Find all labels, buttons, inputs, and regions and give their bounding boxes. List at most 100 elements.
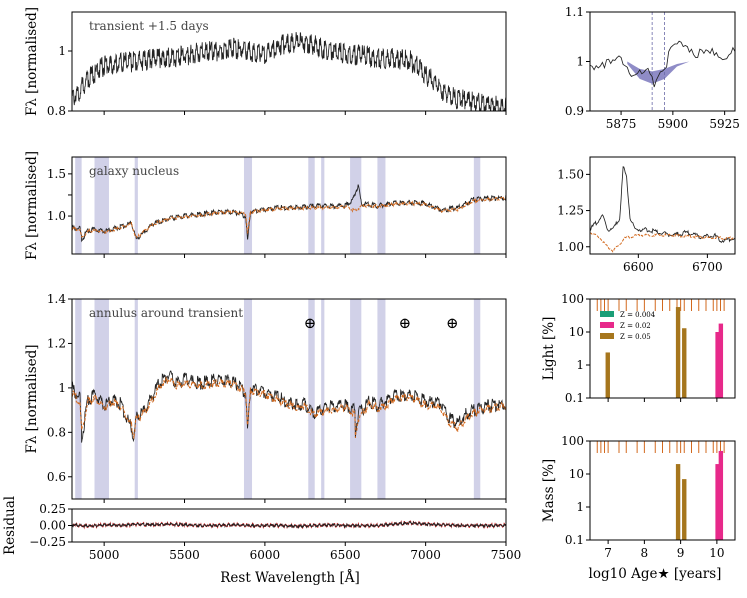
y-tick-label-1: 1 [58, 44, 66, 58]
age-bar-0 [605, 352, 610, 398]
y-tick-label-4: 1.4 [47, 292, 66, 306]
x-axis-label: Rest Wavelength [Å] [220, 570, 360, 586]
residual-line [72, 520, 506, 530]
y-tick-label-2: 0.25 [39, 502, 66, 516]
legend-label-0: Z = 0.004 [620, 311, 656, 319]
y-tick-label-1: 0.8 [47, 425, 66, 439]
age-bar-3 [715, 332, 720, 398]
masked-band-8 [473, 299, 481, 499]
x-tick-label-0: 5875 [606, 117, 637, 131]
masked-band-6 [350, 157, 362, 254]
y-tick-label-1: 1.25 [557, 204, 584, 218]
age-bar-3 [718, 450, 724, 540]
y-tick-label-2: 1 [58, 381, 66, 395]
legend-label-2: Z = 0.05 [620, 333, 651, 341]
y-axis-label: Fλ [normalised] [24, 151, 40, 260]
x-tick-label-0: 6600 [623, 260, 654, 274]
y-tick-label-0: −0.25 [29, 535, 66, 549]
x-tick-label-3: 6500 [330, 548, 361, 562]
na-id-model-band [627, 61, 690, 84]
legend-swatch-2 [600, 333, 614, 339]
plot-area [72, 509, 506, 530]
x-tick-label-2: 9 [677, 546, 685, 560]
x-tick-label-4: 7000 [410, 548, 441, 562]
x-tick-label-2: 6000 [250, 548, 281, 562]
panel-title: annulus around transient [89, 306, 243, 320]
age-bar-0 [675, 464, 681, 540]
panel-transient-zoom: 0.9 1 1.1 5875 5900 5925 [565, 5, 740, 131]
telluric-marker-0: ⊕ [304, 314, 317, 332]
plot-area [590, 166, 735, 253]
age-axis-label: log10 Age★ [years] [589, 566, 722, 582]
y-tick-label-0: 1.00 [557, 240, 584, 254]
panel-title: galaxy nucleus [89, 164, 179, 178]
plot-area [596, 299, 725, 398]
age-bar-1 [682, 479, 687, 540]
masked-band-8 [473, 157, 481, 254]
legend: Z = 0.004 Z = 0.02 Z = 0.05 [600, 311, 656, 341]
annulus-model-line [72, 376, 506, 439]
panel-light: Z = 0.004 Z = 0.02 Z = 0.05 0.1 1 10 100 Light … [541, 292, 736, 405]
masked-band-3 [243, 299, 253, 499]
y-tick-label-0: 0.6 [47, 470, 66, 484]
x-tick-label-0: 7 [604, 546, 612, 560]
y-tick-label-2: 10 [569, 325, 584, 339]
plot-area [72, 157, 506, 254]
x-tick-label-2: 5925 [709, 117, 740, 131]
nucleus_zoom-observed-line [590, 166, 735, 244]
y-tick-label-2: 1.5 [47, 167, 66, 181]
legend-label-1: Z = 0.02 [620, 322, 651, 330]
plot-area [590, 12, 735, 111]
y-tick-label-0: 1.0 [47, 209, 66, 223]
x-tick-label-0: 5000 [89, 548, 120, 562]
transient-spectrum-line [72, 32, 506, 111]
y-tick-label-2: 1.1 [565, 5, 584, 19]
nucleus_zoom-model-line [590, 232, 735, 253]
age-bar-2 [715, 464, 720, 540]
x-tick-label-1: 5900 [658, 117, 689, 131]
axes-frame [71, 298, 507, 500]
axes-frame [589, 440, 736, 541]
panel-annulus: ⊕ ⊕ ⊕ 0.6 0.8 1 1.2 1.4 Fλ [normalised] annulus a… [24, 292, 507, 503]
x-tick-label-5: 7500 [491, 548, 522, 562]
y-axis-label: Residual [2, 496, 18, 555]
y-tick-label-0: 0.1 [565, 533, 584, 547]
x-tick-label-1: 6700 [692, 260, 723, 274]
x-tick-label-3: 10 [709, 546, 724, 560]
axes-frame [589, 156, 736, 255]
masked-band-6 [350, 299, 362, 499]
axes-frame [71, 11, 507, 112]
legend-swatch-1 [600, 322, 614, 328]
plot-area [72, 299, 506, 499]
axes-frame [589, 298, 736, 399]
y-tick-label-0: 0.8 [47, 104, 66, 118]
y-axis-label: Fλ [normalised] [24, 7, 40, 116]
y-axis-label: Mass [%] [541, 459, 557, 522]
plot-area [596, 441, 725, 540]
plot-area [72, 32, 506, 111]
y-tick-label-3: 100 [561, 434, 584, 448]
panel-mass: 0.1 1 10 100 7 8 9 10 Mass [%] [541, 434, 736, 560]
y-axis-label: Light [%] [541, 317, 557, 381]
transient-zoom-line [590, 40, 735, 88]
y-tick-label-0: 0.1 [565, 391, 584, 405]
age-bar-1 [675, 307, 681, 398]
masked-band-4 [308, 299, 315, 499]
x-tick-label-1: 5500 [169, 548, 200, 562]
panel-nucleus-zoom: 1.00 1.25 1.50 6600 6700 [557, 156, 736, 274]
masked-band-0 [75, 299, 82, 499]
masked-band-0 [75, 157, 82, 254]
masked-band-2 [134, 299, 138, 499]
age-bar-2 [682, 328, 687, 398]
axes-frame [71, 156, 507, 255]
panel-nucleus: 1.0 1.5 Fλ [normalised] galaxy nucleus [24, 151, 507, 260]
nucleus-model-line [72, 196, 506, 239]
masked-band-2 [134, 157, 138, 254]
y-axis-label: Fλ [normalised] [24, 344, 40, 453]
y-tick-label-1: 1 [576, 500, 584, 514]
y-tick-label-2: 10 [569, 467, 584, 481]
age-bar-4 [718, 323, 724, 398]
nucleus-observed-line [72, 184, 506, 243]
